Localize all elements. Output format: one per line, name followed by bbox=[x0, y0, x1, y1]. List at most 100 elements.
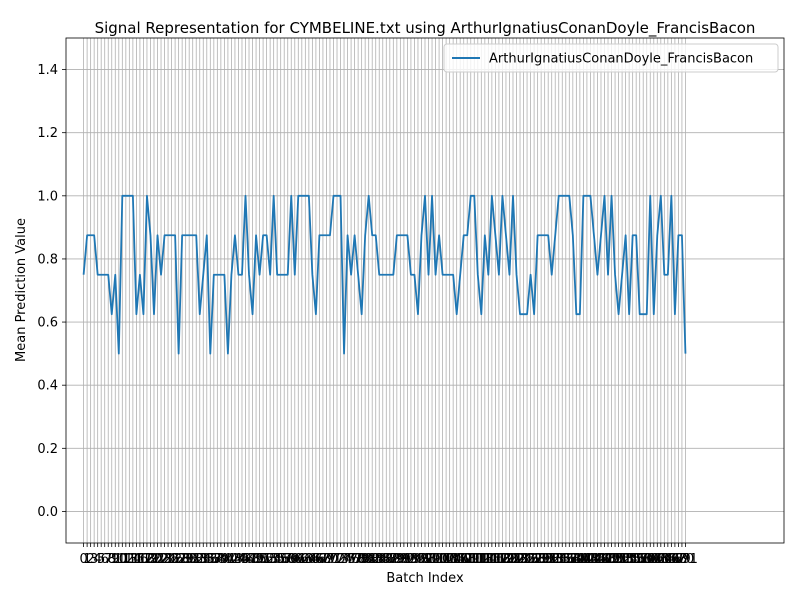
x-tick-label: 7 bbox=[104, 552, 112, 567]
x-tick-label: 95 bbox=[410, 552, 427, 567]
x-tick-label: 157 bbox=[624, 552, 649, 567]
x-tick-label: 120 bbox=[494, 552, 519, 567]
x-tick-label: 41 bbox=[220, 552, 237, 567]
x-tick-label: 152 bbox=[606, 552, 631, 567]
x-tick-label: 124 bbox=[508, 552, 533, 567]
x-tick-label: 15 bbox=[128, 552, 145, 567]
legend: ArthurIgnatiusConanDoyle_FrancisBacon bbox=[443, 43, 779, 73]
x-tick-label: 114 bbox=[472, 552, 497, 567]
x-tick-label: 27 bbox=[170, 552, 187, 567]
x-tick-label: 73 bbox=[332, 552, 349, 567]
x-tick-label: 102 bbox=[430, 552, 455, 567]
x-tick-label: 142 bbox=[571, 552, 596, 567]
x-tick-label: 87 bbox=[382, 552, 399, 567]
x-tick-label: 64 bbox=[301, 552, 318, 567]
x-tick-label: 24 bbox=[160, 552, 177, 567]
x-tick-label: 130 bbox=[529, 552, 554, 567]
x-tick-label: 56 bbox=[272, 552, 289, 567]
x-tick-label: 101 bbox=[427, 552, 452, 567]
y-tick-label: 1.0 bbox=[37, 189, 58, 204]
x-tick-label: 66 bbox=[308, 552, 325, 567]
x-tick-label: 90 bbox=[392, 552, 409, 567]
x-tick-label: 159 bbox=[631, 552, 656, 567]
x-tick-label: 79 bbox=[353, 552, 370, 567]
x-tick-label: 54 bbox=[265, 552, 282, 567]
x-tick-label: 13 bbox=[121, 552, 138, 567]
x-tick-label: 163 bbox=[645, 552, 670, 567]
x-tick-label: 3 bbox=[90, 552, 98, 567]
x-tick-label: 107 bbox=[448, 552, 473, 567]
x-tick-label: 62 bbox=[294, 552, 311, 567]
x-tick-label: 145 bbox=[582, 552, 607, 567]
x-tick-label: 104 bbox=[437, 552, 462, 567]
x-tick-label: 139 bbox=[560, 552, 585, 567]
x-tick-label: 116 bbox=[479, 552, 504, 567]
x-tick-label: 4 bbox=[94, 552, 102, 567]
x-tick-label: 17 bbox=[135, 552, 152, 567]
x-tick-label: 110 bbox=[458, 552, 483, 567]
x-tick-label: 141 bbox=[567, 552, 592, 567]
x-tick-label: 89 bbox=[389, 552, 406, 567]
x-tick-label: 112 bbox=[465, 552, 490, 567]
x-tick-label: 121 bbox=[497, 552, 522, 567]
x-tick-label: 83 bbox=[367, 552, 384, 567]
x-tick-label: 150 bbox=[599, 552, 624, 567]
x-tick-label: 93 bbox=[403, 552, 420, 567]
x-tick-label: 106 bbox=[444, 552, 469, 567]
x-tick-label: 76 bbox=[343, 552, 360, 567]
x-tick-label: 23 bbox=[156, 552, 173, 567]
x-tick-label: 48 bbox=[244, 552, 261, 567]
x-tick-label: 69 bbox=[318, 552, 335, 567]
x-tick-label: 70 bbox=[322, 552, 339, 567]
x-axis-ticks: 0123456789101112131415161718192021222324… bbox=[79, 543, 698, 567]
x-tick-label: 133 bbox=[539, 552, 564, 567]
x-tick-label: 160 bbox=[634, 552, 659, 567]
series-line-0 bbox=[82, 194, 687, 355]
x-tick-label: 136 bbox=[550, 552, 575, 567]
x-tick-label: 94 bbox=[406, 552, 423, 567]
x-tick-label: 119 bbox=[490, 552, 515, 567]
x-tick-label: 127 bbox=[518, 552, 543, 567]
x-tick-label: 82 bbox=[364, 552, 381, 567]
x-tick-label: 72 bbox=[329, 552, 346, 567]
x-tick-label: 51 bbox=[255, 552, 272, 567]
x-tick-label: 140 bbox=[564, 552, 589, 567]
x-tick-label: 153 bbox=[610, 552, 635, 567]
x-tick-label: 92 bbox=[399, 552, 416, 567]
legend-entry-label: ArthurIgnatiusConanDoyle_FrancisBacon bbox=[489, 52, 753, 67]
x-tick-label: 36 bbox=[202, 552, 219, 567]
x-tick-label: 52 bbox=[258, 552, 275, 567]
x-tick-label: 126 bbox=[515, 552, 540, 567]
x-tick-label: 33 bbox=[191, 552, 208, 567]
x-tick-label: 164 bbox=[648, 552, 673, 567]
x-tick-label: 47 bbox=[241, 552, 258, 567]
x-tick-label: 9 bbox=[111, 552, 119, 567]
x-tick-label: 42 bbox=[223, 552, 240, 567]
x-tick-label: 132 bbox=[536, 552, 561, 567]
x-tick-label: 81 bbox=[360, 552, 377, 567]
x-tick-label: 103 bbox=[434, 552, 459, 567]
x-axis-label: Batch Index bbox=[386, 571, 464, 586]
x-tick-label: 18 bbox=[139, 552, 156, 567]
x-tick-label: 39 bbox=[213, 552, 230, 567]
x-tick-label: 71 bbox=[325, 552, 342, 567]
y-tick-label: 0.2 bbox=[37, 442, 58, 457]
x-tick-label: 151 bbox=[603, 552, 628, 567]
x-tick-label: 168 bbox=[662, 552, 687, 567]
x-tick-label: 88 bbox=[385, 552, 402, 567]
x-tick-label: 16 bbox=[132, 552, 149, 567]
x-tick-label: 1 bbox=[83, 552, 91, 567]
x-tick-label: 35 bbox=[199, 552, 216, 567]
x-tick-label: 60 bbox=[287, 552, 304, 567]
x-tick-label: 20 bbox=[146, 552, 163, 567]
y-tick-label: 1.4 bbox=[37, 63, 58, 78]
x-tick-label: 117 bbox=[483, 552, 508, 567]
x-tick-label: 30 bbox=[181, 552, 198, 567]
x-tick-label: 113 bbox=[469, 552, 494, 567]
x-tick-label: 137 bbox=[553, 552, 578, 567]
x-tick-label: 96 bbox=[413, 552, 430, 567]
y-axis-ticks: 0.0 0.2 0.4 0.6 0.8 1.0 1.2 1.4 bbox=[37, 63, 66, 520]
x-tick-label: 38 bbox=[209, 552, 226, 567]
x-tick-label: 147 bbox=[589, 552, 614, 567]
y-tick-label: 0.8 bbox=[37, 252, 58, 267]
